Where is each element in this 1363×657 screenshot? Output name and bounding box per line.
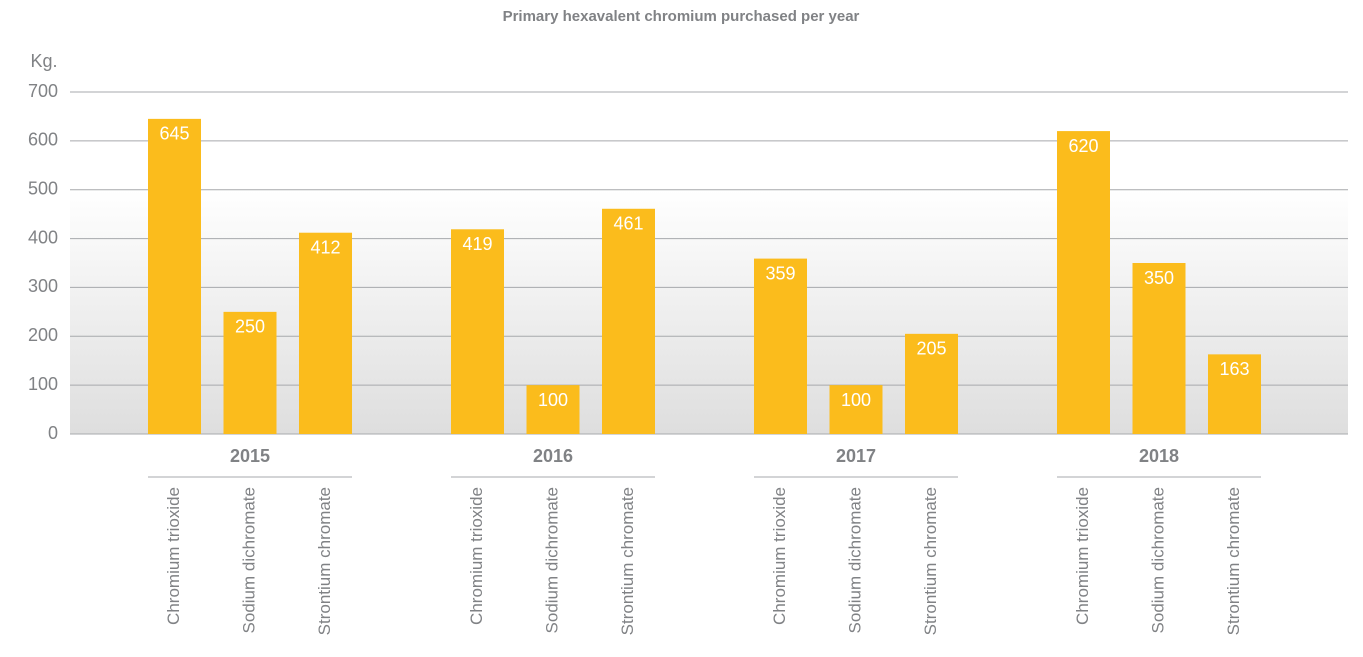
value-label: 350 <box>1144 268 1174 288</box>
bar <box>1132 263 1186 434</box>
x-tick-label: Strontium chromate <box>315 487 334 635</box>
x-group-label: 2017 <box>836 446 876 466</box>
y-tick-label: 100 <box>28 374 58 394</box>
value-label: 645 <box>159 124 189 144</box>
value-label: 250 <box>235 317 265 337</box>
x-tick-label: Sodium dichromate <box>845 487 864 633</box>
x-group-label: 2016 <box>533 446 573 466</box>
x-tick-label: Chromium trioxide <box>1073 487 1092 625</box>
bar <box>451 229 504 434</box>
bar <box>223 311 277 434</box>
bar <box>148 118 201 434</box>
x-tick-label: Chromium trioxide <box>467 487 486 625</box>
x-tick-label: Sodium dichromate <box>239 487 258 633</box>
y-axis-label: Kg. <box>30 51 57 71</box>
x-tick-label: Sodium dichromate <box>542 487 561 633</box>
bar <box>1208 354 1261 434</box>
value-label: 419 <box>462 234 492 254</box>
x-tick-label: Chromium trioxide <box>770 487 789 625</box>
value-label: 461 <box>613 214 643 234</box>
y-tick-label: 300 <box>28 276 58 296</box>
value-label: 100 <box>538 390 568 410</box>
x-group-label: 2015 <box>230 446 270 466</box>
bar <box>754 258 807 434</box>
value-label: 412 <box>310 237 340 257</box>
bar <box>829 385 883 434</box>
y-tick-label: 500 <box>28 178 58 198</box>
x-tick-label: Strontium chromate <box>921 487 940 635</box>
y-tick-label: 200 <box>28 325 58 345</box>
value-label: 163 <box>1219 359 1249 379</box>
bar <box>602 208 655 434</box>
y-tick-label: 0 <box>48 423 58 443</box>
bar <box>526 385 580 434</box>
x-tick-label: Sodium dichromate <box>1148 487 1167 633</box>
bar <box>299 232 352 434</box>
y-tick-label: 600 <box>28 130 58 150</box>
bar <box>1057 131 1110 435</box>
value-label: 205 <box>916 339 946 359</box>
chart-title: Primary hexavalent chromium purchased pe… <box>503 8 860 25</box>
x-group-label: 2018 <box>1139 446 1179 466</box>
y-tick-label: 400 <box>28 227 58 247</box>
x-tick-label: Strontium chromate <box>618 487 637 635</box>
bar <box>905 333 958 434</box>
y-tick-label: 700 <box>28 81 58 101</box>
value-label: 620 <box>1068 136 1098 156</box>
x-tick-label: Strontium chromate <box>1224 487 1243 635</box>
value-label: 100 <box>841 390 871 410</box>
value-label: 359 <box>765 263 795 283</box>
x-tick-label: Chromium trioxide <box>164 487 183 625</box>
